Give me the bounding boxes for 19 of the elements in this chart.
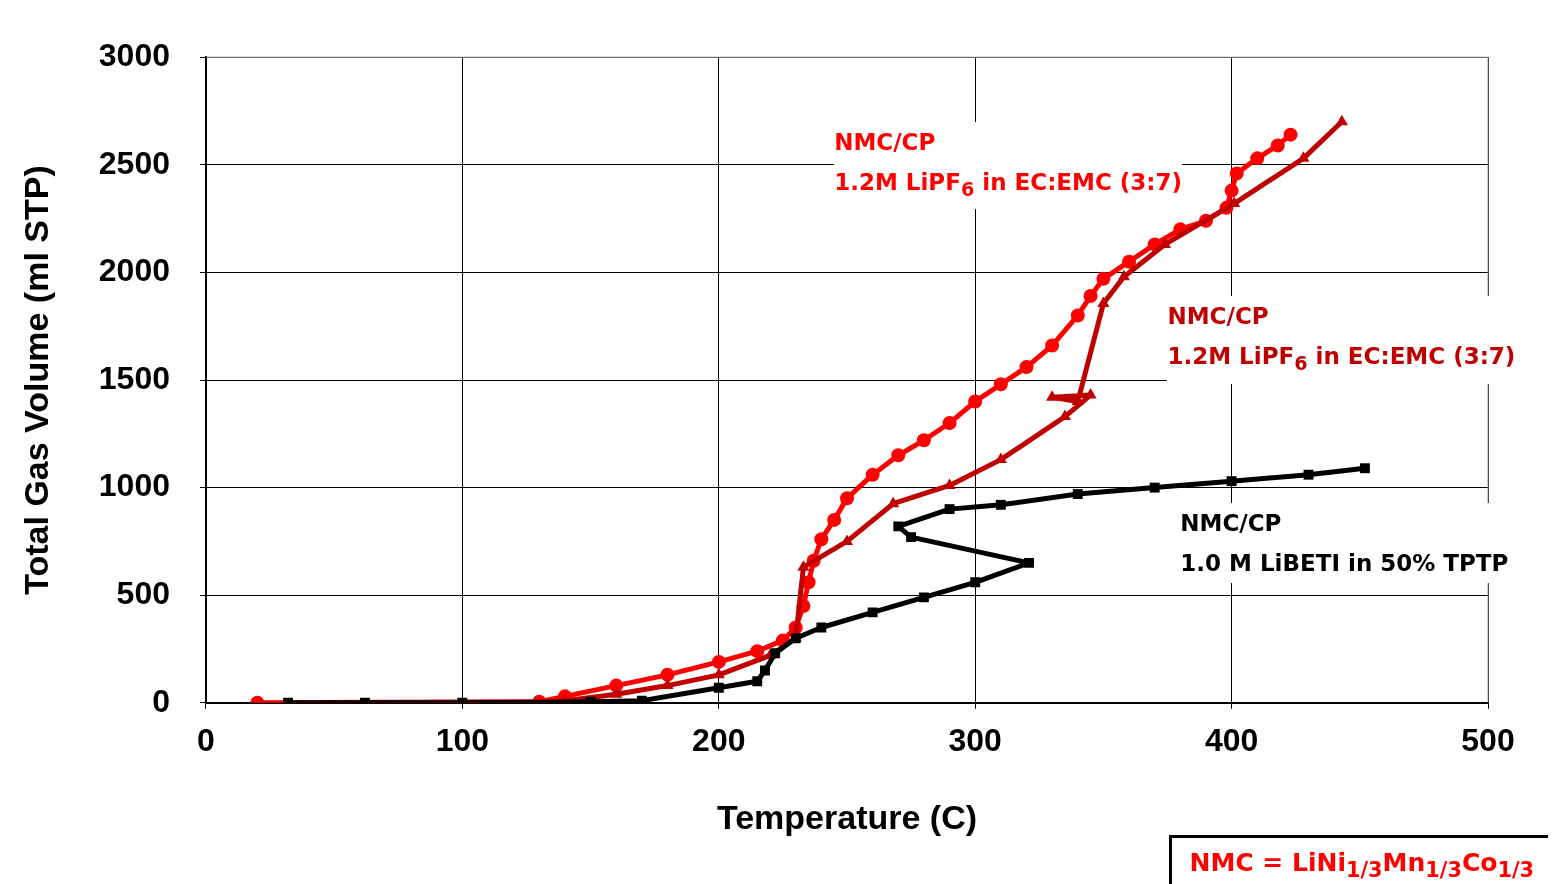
series-label: NMC/CP 1.2M LiPF$_{6}$ in EC:EMC (3:7): [834, 121, 1183, 210]
y-tick-label: 2000: [98, 252, 170, 289]
y-axis-title: Total Gas Volume (ml STP): [16, 165, 55, 595]
y-tick-label: 1000: [98, 467, 170, 504]
x-tick-label: 300: [948, 721, 1002, 758]
series-label: NMC/CP 1.2M LiPF$_{6}$ in EC:EMC (3:7): [1167, 296, 1516, 384]
x-tick-label: 100: [435, 721, 490, 758]
y-tick-label: 0: [152, 682, 170, 719]
x-tick-label: 200: [692, 721, 746, 758]
series-label: NMC/CP 1.0 M LiBETI in 50% TPTP: [1180, 502, 1509, 583]
x-tick-label: 0: [197, 721, 215, 758]
y-tick-label: 1500: [98, 359, 170, 396]
y-tick-label: 2500: [98, 144, 170, 181]
y-tick-label: 500: [116, 575, 170, 612]
x-tick-label: 500: [1461, 721, 1515, 758]
x-axis-title: Temperature (C): [716, 797, 978, 836]
y-tick-label: 3000: [98, 37, 170, 74]
text: NMC = LiNi$_{1/3}$Mn$_{1/3}$Co$_{1/3}$: [1168, 835, 1548, 884]
x-tick-label: 400: [1204, 721, 1259, 758]
